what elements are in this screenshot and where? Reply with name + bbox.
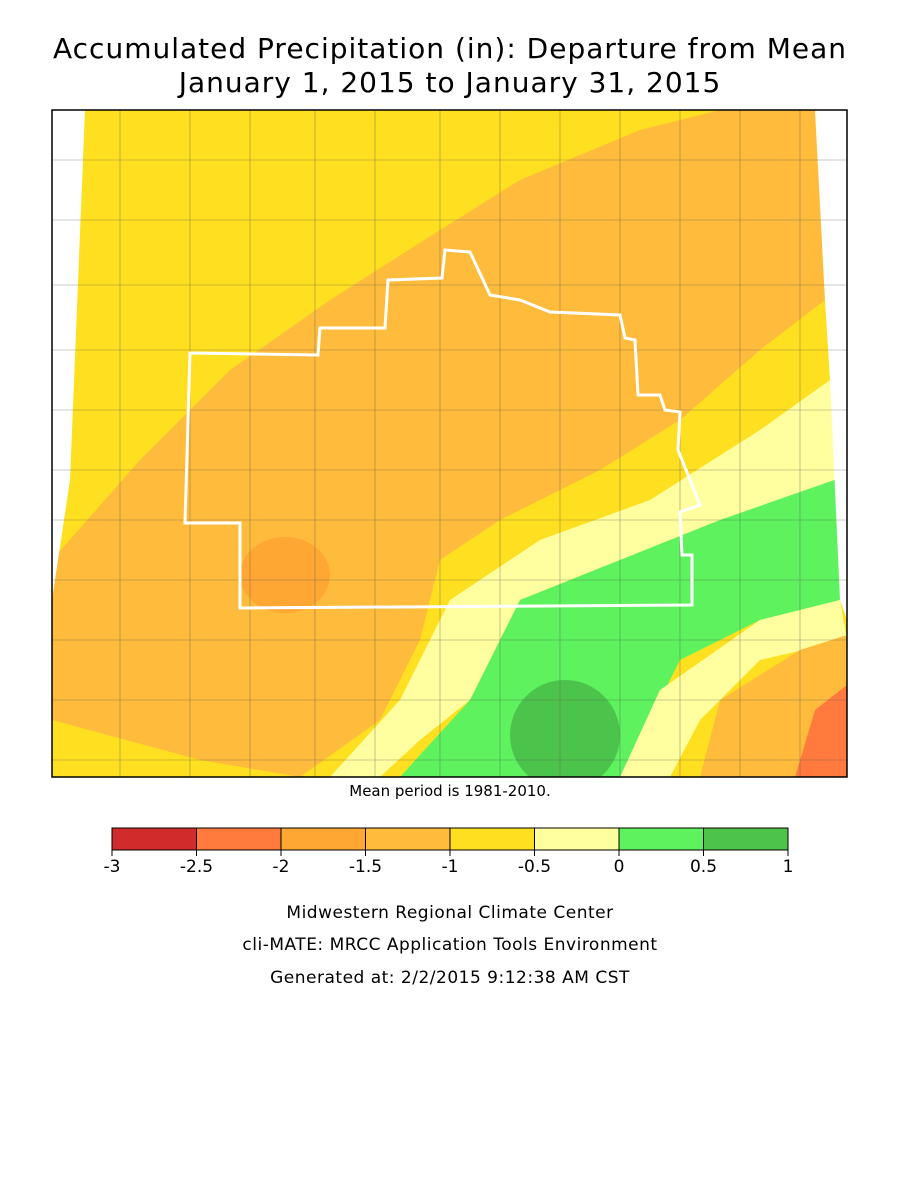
region-dark-orange (240, 537, 330, 613)
region-orange (52, 110, 825, 777)
colorbar-bin (111, 827, 197, 851)
credit: cli-MATE: MRCC Application Tools Environ… (242, 935, 657, 955)
outside (815, 110, 847, 620)
colorbar-bin (449, 827, 535, 851)
title-line: Accumulated Precipitation (in): Departur… (53, 32, 847, 65)
colorbar: -3 -2.5 -2 -1.5 -1 -0.5 0 0.5 1 (104, 827, 794, 877)
colorbar-bin (365, 827, 451, 851)
credit: Generated at: 2/2/2015 9:12:38 AM CST (270, 968, 630, 988)
tick-label: -1.5 (349, 857, 382, 877)
state-outline (183, 248, 702, 610)
map-frame (51, 109, 848, 778)
tick-label: -0.5 (518, 857, 551, 877)
region-dark-green (510, 680, 620, 777)
tick-label: 1 (783, 857, 794, 877)
tick-label: 0 (614, 857, 625, 877)
region-red (795, 685, 847, 777)
region-pale (620, 600, 847, 777)
colorbar-bin (196, 827, 282, 851)
tick-label: -2 (273, 857, 290, 877)
colorbar-bin (703, 827, 789, 851)
colorbar-bin (618, 827, 704, 851)
tick-label: -3 (104, 857, 121, 877)
map (52, 110, 847, 777)
tick-label: -1 (442, 857, 459, 877)
map-note: Mean period is 1981-2010. (349, 782, 550, 800)
colorbar-bin (534, 827, 620, 851)
county-lines (52, 110, 847, 777)
region-pale (330, 380, 840, 777)
title-line: January 1, 2015 to January 31, 2015 (177, 66, 722, 99)
tick-label: -2.5 (180, 857, 213, 877)
outside (52, 110, 85, 600)
credit: Midwestern Regional Climate Center (286, 903, 613, 923)
colorbar-bin (280, 827, 366, 851)
tick-label: 0.5 (690, 857, 717, 877)
